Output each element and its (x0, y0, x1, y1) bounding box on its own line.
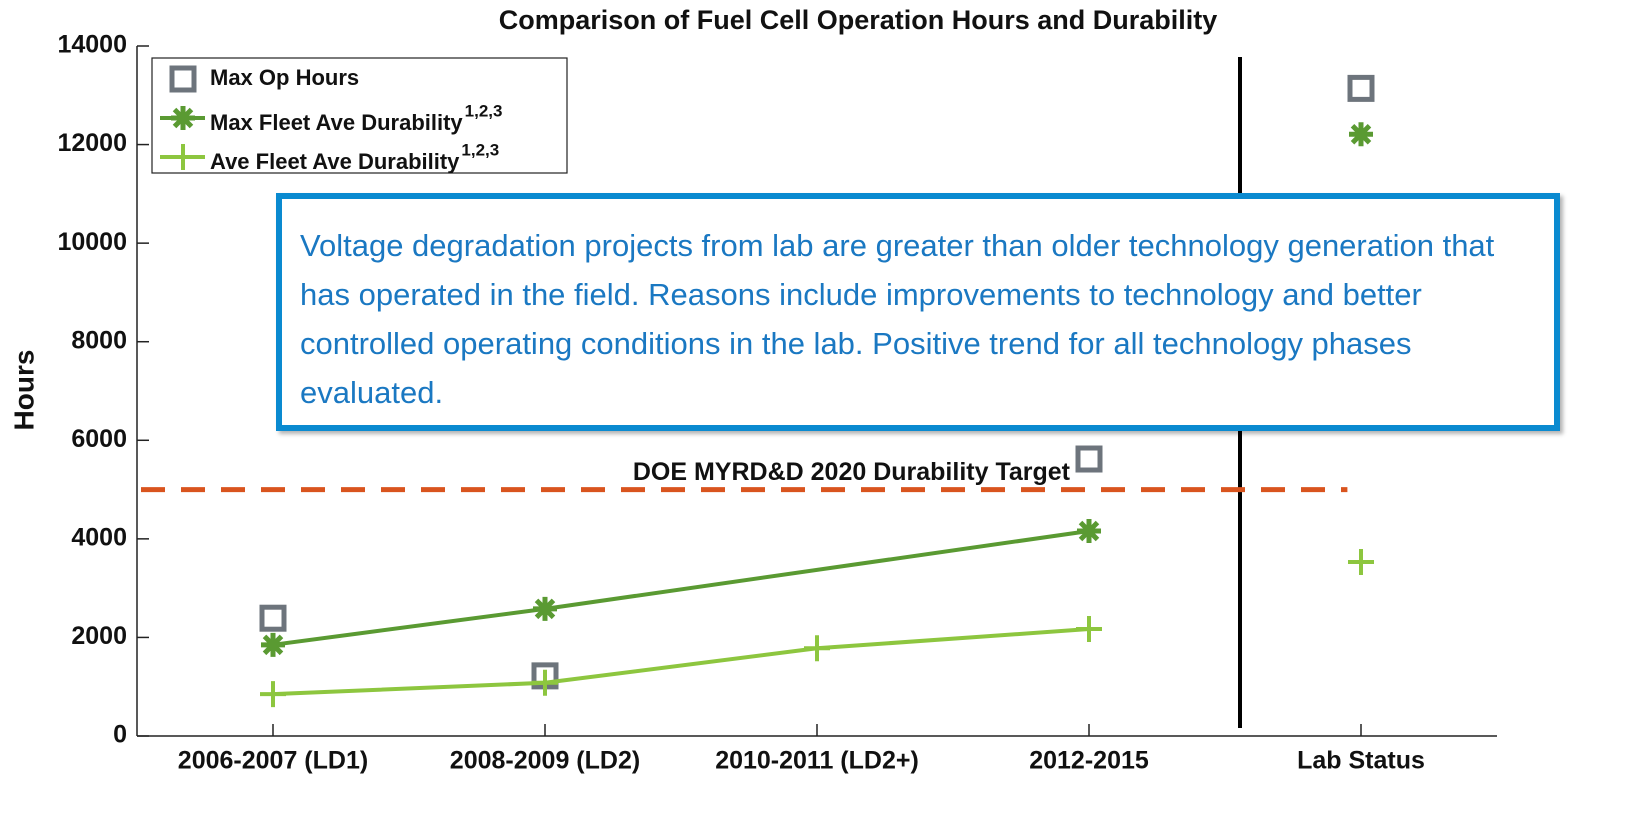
asterisk (1349, 122, 1373, 147)
marker (261, 632, 285, 657)
legend-label: Max Op Hours (210, 65, 359, 90)
y-tick-label: 12000 (57, 129, 127, 157)
chart-title: Comparison of Fuel Cell Operation Hours … (499, 5, 1218, 35)
plus (1348, 549, 1374, 576)
asterisk (171, 106, 195, 130)
y-axis-label: Hours (8, 350, 39, 431)
series-line (272, 627, 1090, 697)
y-tick-label: 8000 (71, 326, 127, 354)
plus (260, 681, 286, 708)
legend-label: Ave Fleet Ave Durability (210, 149, 460, 174)
marker (1348, 549, 1374, 576)
x-tick-label: 2010-2011 (LD2+) (715, 747, 919, 775)
marker (170, 144, 196, 170)
marker (1347, 74, 1375, 102)
marker (169, 65, 197, 93)
legend-box (151, 57, 568, 174)
marker (533, 596, 557, 621)
asterisk (1077, 518, 1101, 543)
marker (260, 681, 286, 708)
x-tick-label: 2012-2015 (1029, 747, 1149, 775)
marker (532, 669, 558, 696)
plus (804, 635, 830, 662)
y-tick-label: 4000 (71, 523, 127, 551)
square (259, 604, 287, 632)
y-tick-label: 10000 (57, 228, 127, 256)
square (169, 65, 197, 93)
legend-superscript: 1,2,3 (465, 101, 503, 120)
plus (532, 669, 558, 696)
square (1075, 445, 1103, 473)
marker (1077, 518, 1101, 543)
asterisk (533, 596, 557, 621)
y-tick-label: 14000 (57, 31, 127, 59)
y-tick-label: 0 (113, 721, 127, 749)
marker (804, 635, 830, 662)
target-label: DOE MYRD&D 2020 Durability Target (633, 458, 1071, 486)
asterisk (261, 632, 285, 657)
marker (1076, 616, 1102, 643)
y-tick-label: 2000 (71, 622, 127, 650)
legend-label: Max Fleet Ave Durability (210, 110, 463, 135)
y-tick-label: 6000 (71, 425, 127, 453)
annotation-box: Voltage degradation projects from lab ar… (276, 193, 1560, 431)
x-tick-label: 2008-2009 (LD2) (450, 747, 640, 775)
legend-superscript: 1,2,3 (461, 140, 499, 159)
series-line (272, 528, 1090, 647)
plus (170, 144, 196, 170)
marker (1075, 445, 1103, 473)
x-tick-label: 2006-2007 (LD1) (178, 747, 368, 775)
marker (171, 106, 195, 130)
x-tick-label: Lab Status (1297, 747, 1425, 775)
square (1347, 74, 1375, 102)
marker (1349, 122, 1373, 147)
plus (1076, 616, 1102, 643)
marker (259, 604, 287, 632)
